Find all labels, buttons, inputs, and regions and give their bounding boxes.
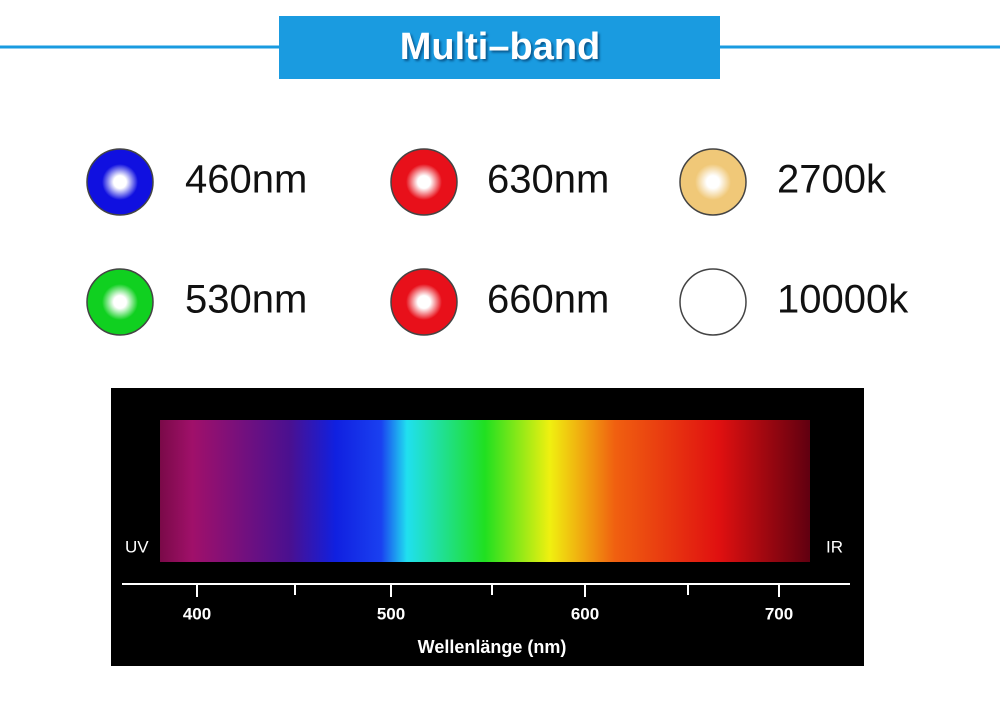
band-label: 630nm [487, 158, 609, 202]
header-box [279, 16, 720, 79]
tick-label: 400 [183, 604, 211, 623]
led-glow [406, 284, 442, 320]
tick-label: 600 [571, 604, 599, 623]
band-label: 10000k [777, 278, 909, 322]
led-glow [102, 284, 138, 320]
led-glow [695, 164, 731, 200]
band-label: 2700k [777, 158, 887, 202]
led-glow [406, 164, 442, 200]
ticks: 400 500 600 700 [183, 584, 793, 623]
uv-label: UV [125, 537, 149, 556]
bands: 460nm 630nm 2700k 530nm 660nm 10000k [86, 148, 909, 336]
tick-label: 500 [377, 604, 405, 623]
tick-label: 700 [765, 604, 793, 623]
title: Multi–band [400, 26, 601, 68]
ir-label: IR [826, 537, 843, 556]
axis-label: Wellenlänge (nm) [418, 637, 567, 657]
led-glow [102, 164, 138, 200]
band-label: 660nm [487, 278, 609, 322]
spectrum-bar [160, 420, 810, 562]
minor-ticks [294, 584, 689, 595]
led-icon [679, 268, 747, 336]
band-label: 460nm [185, 158, 307, 202]
band-label: 530nm [185, 278, 307, 322]
